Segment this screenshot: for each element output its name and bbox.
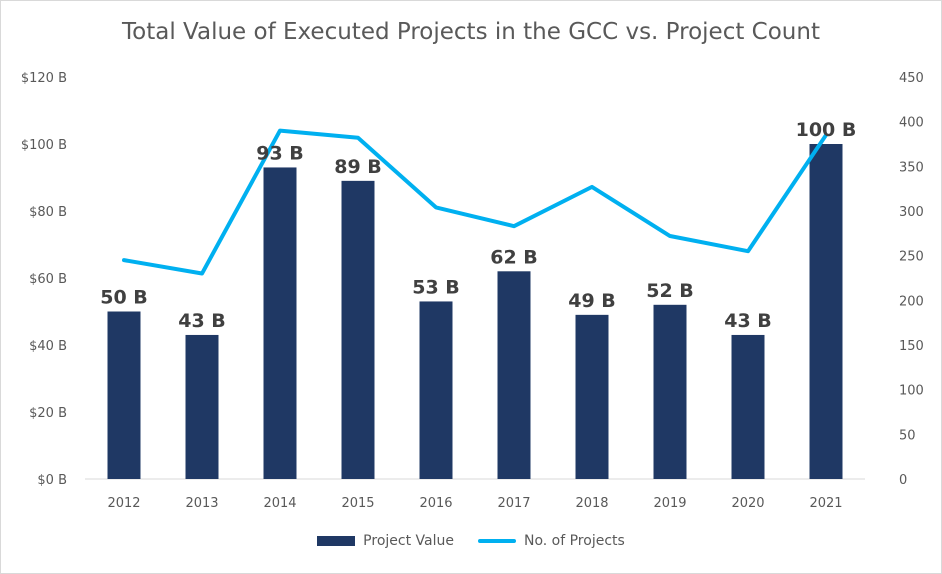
- y-right-tick-label: 200: [899, 294, 924, 309]
- x-tick-label: 2015: [341, 496, 374, 511]
- data-label: 62 B: [490, 246, 538, 268]
- y-right-tick-label: 150: [899, 339, 924, 354]
- data-label: 50 B: [100, 287, 148, 309]
- x-tick-label: 2016: [419, 496, 452, 511]
- y-left-tick-label: $0 B: [37, 473, 67, 488]
- y-left-tick-label: $40 B: [29, 339, 67, 354]
- bar: [653, 304, 687, 479]
- data-label: 93 B: [256, 142, 304, 164]
- legend: Project Value No. of Projects: [1, 533, 941, 549]
- y-right-tick-label: 250: [899, 250, 924, 265]
- x-tick-label: 2020: [731, 496, 764, 511]
- x-tick-label: 2021: [809, 496, 842, 511]
- y-right-tick-label: 450: [899, 71, 924, 86]
- bar: [419, 301, 453, 479]
- x-tick-label: 2014: [263, 496, 296, 511]
- x-tick-label: 2018: [575, 496, 608, 511]
- data-label: 52 B: [646, 280, 694, 302]
- y-left-tick-label: $20 B: [29, 406, 67, 421]
- x-tick-label: 2017: [497, 496, 530, 511]
- y-right-tick-label: 350: [899, 160, 924, 175]
- legend-label-project-count: No. of Projects: [523, 533, 625, 549]
- data-label: 43 B: [178, 310, 226, 332]
- bar: [263, 167, 297, 479]
- legend-swatch-line: [477, 539, 516, 543]
- x-tick-label: 2019: [653, 496, 686, 511]
- data-label: 89 B: [334, 156, 382, 178]
- bar: [341, 180, 375, 479]
- series-line-project-count: [122, 128, 828, 276]
- bar: [575, 314, 609, 479]
- bar: [497, 271, 531, 479]
- y-left-tick-label: $120 B: [21, 71, 67, 86]
- data-label: 49 B: [568, 290, 616, 312]
- bar: [731, 334, 765, 479]
- legend-item-project-count: No. of Projects: [477, 533, 625, 549]
- y-right-tick-label: 100: [899, 384, 924, 399]
- y-left-tick-label: $100 B: [21, 138, 67, 153]
- data-label: 43 B: [724, 310, 772, 332]
- y-left-tick-label: $80 B: [29, 205, 67, 220]
- chart-title: Total Value of Executed Projects in the …: [122, 19, 820, 45]
- y-right-tick-label: 300: [899, 205, 924, 220]
- data-label: 100 B: [796, 119, 857, 141]
- bar: [185, 334, 219, 479]
- legend-swatch-bar: [317, 536, 356, 546]
- legend-label-project-value: Project Value: [363, 533, 454, 549]
- x-tick-label: 2012: [107, 496, 140, 511]
- data-label: 53 B: [412, 276, 460, 298]
- legend-item-project-value: Project Value: [317, 533, 454, 549]
- y-right-tick-label: 0: [899, 473, 907, 488]
- y-right-tick-label: 400: [899, 116, 924, 131]
- y-left-tick-label: $60 B: [29, 272, 67, 287]
- y-right-tick-label: 50: [899, 428, 916, 443]
- bar: [107, 311, 141, 479]
- bar: [809, 144, 843, 479]
- x-tick-label: 2013: [185, 496, 218, 511]
